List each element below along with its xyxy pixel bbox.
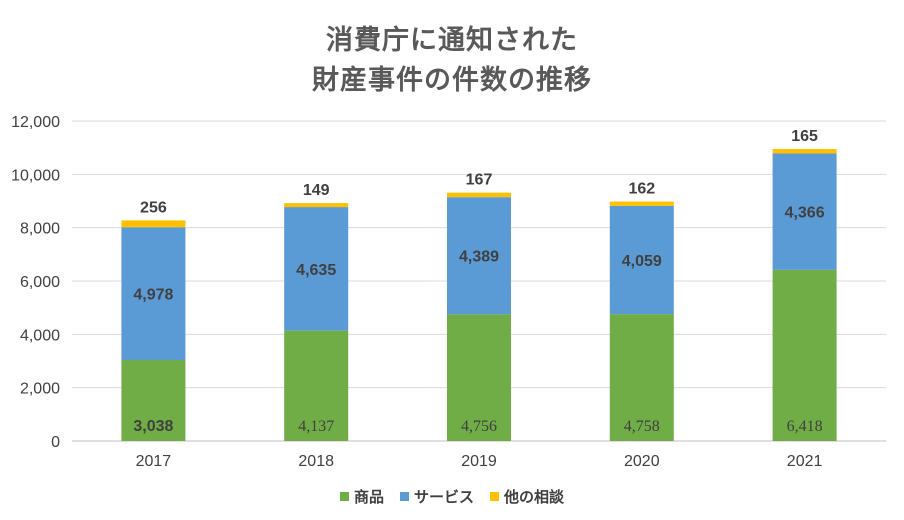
legend-swatch-goods <box>339 492 349 501</box>
data-label: 4,137 <box>298 418 334 435</box>
data-label: 149 <box>303 182 330 199</box>
data-label: 167 <box>466 172 493 189</box>
data-label: 256 <box>140 199 167 216</box>
data-label: 6,418 <box>787 418 823 435</box>
data-label: 4,758 <box>624 418 660 435</box>
legend-label-goods: 商品 <box>353 488 384 506</box>
bar-segment <box>284 203 349 208</box>
legend-swatch-other <box>490 492 499 501</box>
y-tick-label: 6,000 <box>20 274 60 291</box>
x-tick-label: 2017 <box>136 453 172 470</box>
bar-segment <box>772 149 837 154</box>
data-label: 4,978 <box>133 287 173 304</box>
y-tick-label: 2,000 <box>20 381 60 398</box>
bar-segment <box>284 207 349 331</box>
bar-segment <box>772 153 837 270</box>
data-label: 4,059 <box>622 253 662 270</box>
x-tick-label: 2021 <box>787 453 823 470</box>
y-tick-label: 0 <box>51 434 60 451</box>
bar-segment <box>121 359 186 441</box>
legend-item-goods: 商品 <box>339 486 384 507</box>
data-label: 4,756 <box>461 418 497 435</box>
bar-segment <box>121 220 186 228</box>
data-label: 4,366 <box>785 205 825 222</box>
bar-segment <box>609 201 674 206</box>
legend-item-services: サービス <box>399 486 474 507</box>
bar-segment <box>447 314 511 441</box>
bar-segment <box>121 227 186 360</box>
legend-label-services: サービス <box>413 488 474 506</box>
data-label: 165 <box>791 128 818 145</box>
data-label: 4,635 <box>296 262 336 279</box>
y-tick-label: 12,000 <box>11 114 60 131</box>
x-tick-label: 2020 <box>624 453 660 470</box>
bar-segment <box>284 330 349 441</box>
legend-item-other: 他の相談 <box>490 486 564 507</box>
y-tick-label: 4,000 <box>20 327 60 344</box>
bar-segment <box>447 192 511 198</box>
bar-segment <box>772 269 837 441</box>
data-label: 3,038 <box>133 418 173 435</box>
y-tick-label: 10,000 <box>11 167 60 184</box>
y-tick-label: 8,000 <box>20 221 60 238</box>
bar-segment <box>609 314 674 441</box>
bar-segment <box>609 205 674 315</box>
x-tick-label: 2018 <box>298 453 334 470</box>
x-tick-label: 2019 <box>461 453 497 470</box>
chart-legend: 商品 サービス 他の相談 <box>0 486 904 507</box>
chart-title-line-1: 消費庁に通知された <box>326 25 578 56</box>
chart-title-line-2: 財産事件の件数の推移 <box>312 65 592 96</box>
bar-segment <box>447 197 511 315</box>
legend-swatch-services <box>399 492 409 501</box>
data-label: 4,389 <box>459 249 499 266</box>
data-label: 162 <box>628 181 655 198</box>
legend-label-other: 他の相談 <box>504 488 565 506</box>
